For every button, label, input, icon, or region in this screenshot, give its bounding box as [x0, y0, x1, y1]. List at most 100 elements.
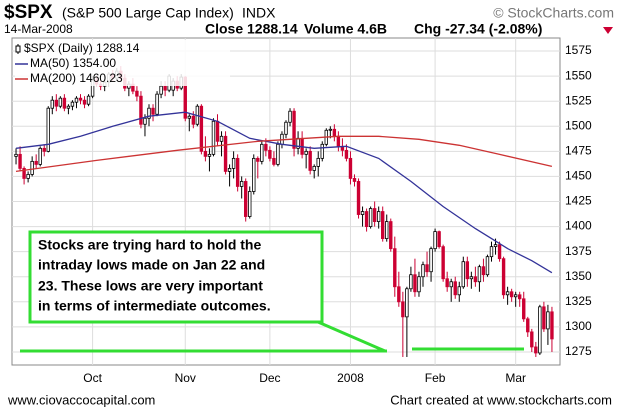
candle-body	[332, 128, 337, 137]
candle-body	[135, 90, 139, 97]
y-tick-label: 1575	[565, 43, 592, 57]
candle-body	[86, 95, 91, 105]
y-tick-label: 1325	[565, 294, 592, 308]
candle-body	[54, 99, 59, 107]
candle-body	[481, 266, 486, 276]
y-tick-label: 1550	[565, 68, 592, 82]
annotation-text: 23. These lows are very important	[38, 278, 263, 294]
candle-body	[26, 174, 30, 179]
date: 14-Mar-2008	[4, 22, 73, 36]
candle-body	[139, 95, 143, 125]
candle-body	[62, 97, 67, 109]
down-arrow	[603, 27, 613, 34]
x-tick-label: Dec	[259, 371, 280, 385]
candle-body	[155, 93, 159, 115]
candle-body	[485, 256, 490, 276]
annotation-box	[28, 230, 324, 324]
candle-body	[344, 149, 349, 159]
legend-label: MA(50) 1354.00	[30, 56, 116, 70]
candle-body	[288, 110, 292, 123]
candle-body	[401, 301, 405, 318]
candle-body	[538, 306, 542, 354]
candle-body	[550, 311, 554, 340]
candle-body	[465, 261, 470, 280]
x-tick-label: Nov	[175, 371, 196, 385]
candle-body	[372, 208, 377, 222]
candle-body	[522, 298, 526, 320]
annotation-pointer	[317, 320, 386, 353]
candle-body	[534, 346, 538, 354]
x-tick-label: 2008	[337, 371, 364, 385]
candle-body	[526, 318, 530, 333]
candle-body	[163, 85, 167, 91]
annotation-text: Stocks are trying hard to hold the	[38, 237, 261, 253]
candle-body	[264, 143, 268, 151]
candle-body	[231, 157, 236, 169]
candle-body	[284, 121, 288, 135]
candle-body	[244, 181, 248, 217]
candle-body	[453, 281, 457, 296]
annotation: Stocks are trying hard to hold the intra…	[20, 230, 524, 353]
candle-body	[421, 264, 425, 278]
candle-body	[457, 286, 461, 296]
candle-body	[409, 274, 413, 290]
candle-body	[219, 135, 224, 142]
candle-body	[38, 147, 42, 165]
candle-body	[312, 165, 316, 171]
candle-body	[336, 135, 341, 147]
legend-label: $SPX (Daily) 1288.14	[24, 41, 140, 55]
candle-body	[352, 178, 357, 182]
candle-body	[308, 150, 312, 171]
candle-body	[50, 99, 54, 109]
x-tick-label: Oct	[83, 371, 102, 385]
candle-body	[413, 274, 417, 293]
ma-line	[15, 111, 553, 274]
candle-body	[381, 211, 385, 240]
candle-body	[389, 221, 393, 250]
candle-body	[227, 167, 232, 172]
candle-body	[348, 157, 353, 179]
candle-body	[393, 248, 397, 288]
candle-body	[292, 110, 296, 149]
candle-body	[58, 97, 63, 107]
candle-body	[542, 306, 546, 330]
candle-body	[34, 160, 38, 165]
candle-body	[143, 117, 147, 125]
exchange: INDX	[242, 5, 276, 21]
candle-body	[82, 99, 87, 105]
candle-body	[489, 246, 494, 258]
legend-label: MA(200) 1460.23	[30, 71, 123, 85]
candle-body	[445, 278, 449, 288]
stat: Close 1288.14	[205, 21, 298, 37]
y-tick-label: 1450	[565, 169, 592, 183]
candle-body	[417, 276, 421, 293]
stat: Chg -27.34 (-2.08%)	[414, 21, 542, 37]
candle-body	[260, 143, 264, 162]
x-tick-label: Mar	[505, 371, 526, 385]
candle-body	[151, 107, 155, 115]
candle-body	[360, 211, 365, 215]
candle-body	[469, 276, 474, 280]
candle-body	[74, 97, 79, 103]
candle-body	[70, 101, 75, 107]
y-tick-label: 1275	[565, 344, 592, 358]
candle-body	[18, 153, 22, 169]
candle-body	[66, 105, 71, 109]
y-tick-label: 1350	[565, 269, 592, 283]
candle-body	[191, 115, 196, 125]
footer-right: Chart created at www.stockcharts.com	[390, 392, 612, 407]
candle-body	[425, 264, 429, 273]
candle-body	[42, 147, 46, 152]
candle-body	[14, 153, 18, 157]
source: © StockCharts.com	[493, 5, 614, 21]
y-tick-label: 1300	[565, 319, 592, 333]
candle-body	[235, 157, 240, 187]
candle-body	[211, 120, 216, 155]
candle-body	[397, 286, 401, 303]
candle-body	[328, 128, 333, 131]
candle-body	[477, 266, 482, 283]
candle-body	[30, 160, 34, 175]
candle-body	[356, 181, 361, 215]
candle-body	[449, 281, 453, 288]
